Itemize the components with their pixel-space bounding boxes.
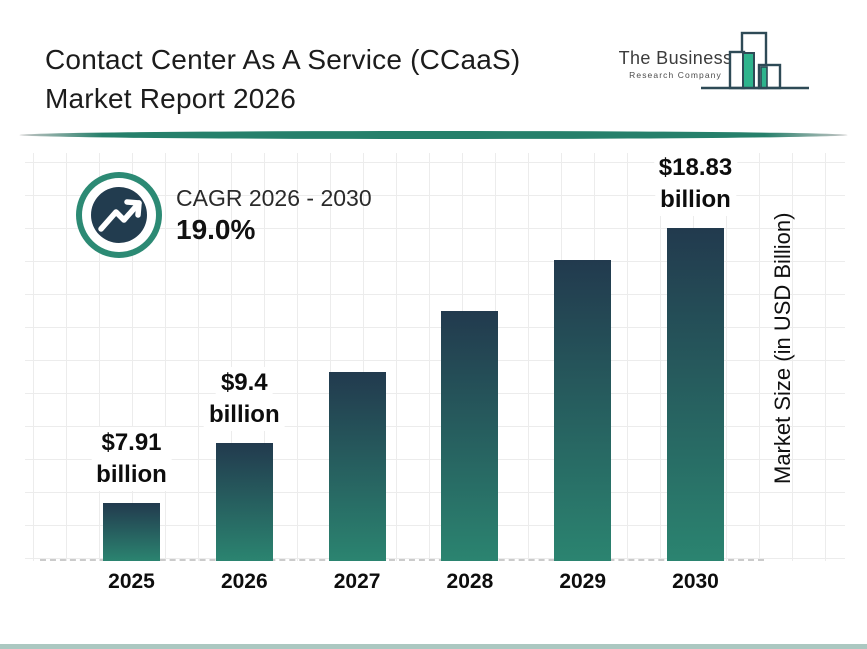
company-logo-text: The Business Research Company <box>612 48 739 80</box>
bar-value-label-line: billion <box>91 459 172 491</box>
page-title-line1: Contact Center As A Service (CCaaS) <box>45 44 521 75</box>
bar-2029 <box>554 260 612 561</box>
cagr-badge-ring-gap <box>82 178 156 252</box>
cagr-badge-circle <box>91 187 147 243</box>
bar-value-label-2030: $18.83 billion <box>653 152 738 216</box>
bar-2030 <box>667 228 724 561</box>
x-axis-label-2030: 2030 <box>672 570 719 593</box>
company-logo: The Business Research Company <box>612 30 814 100</box>
bar-value-label-2026: $9.4 billion <box>203 367 285 431</box>
x-axis-label-2026: 2026 <box>220 570 268 593</box>
company-name: The Business <box>618 48 733 68</box>
bar-value-label-2025: $7.91 billion <box>91 427 172 491</box>
y-axis-title: Market Size (in USD Billion) <box>770 212 795 484</box>
bar-2028 <box>441 311 499 561</box>
bottom-accent-strip <box>0 644 867 649</box>
bar-2026 <box>215 443 273 561</box>
bar-value-label-line: $7.91 <box>96 427 167 459</box>
cagr-badge <box>76 172 162 258</box>
company-subname: Research Company <box>629 70 722 80</box>
bar-value-label-line: $9.4 <box>215 367 273 399</box>
bar-value-label-line: billion <box>655 184 736 216</box>
bar-value-label-line: billion <box>203 399 285 431</box>
x-axis-label-2025: 2025 <box>108 570 155 593</box>
x-axis-label-2028: 2028 <box>446 570 494 593</box>
page-title-line2: Market Report 2026 <box>45 83 297 114</box>
bar-2025 <box>103 503 160 561</box>
x-axis-label-2029: 2029 <box>559 570 607 593</box>
trend-up-icon <box>98 199 142 232</box>
cagr-value: 19.0% <box>176 214 256 245</box>
bar-2027 <box>328 372 386 561</box>
x-axis-baseline <box>40 559 764 561</box>
bar-chart-logo-icon <box>701 31 809 90</box>
page-title: Contact Center As A Service (CCaaS) Mark… <box>45 40 520 118</box>
x-axis-label-2027: 2027 <box>333 570 381 593</box>
bar-value-label-line: $18.83 <box>653 152 738 184</box>
header-divider <box>19 131 848 139</box>
cagr-period-label: CAGR 2026 - 2030 <box>176 185 372 211</box>
